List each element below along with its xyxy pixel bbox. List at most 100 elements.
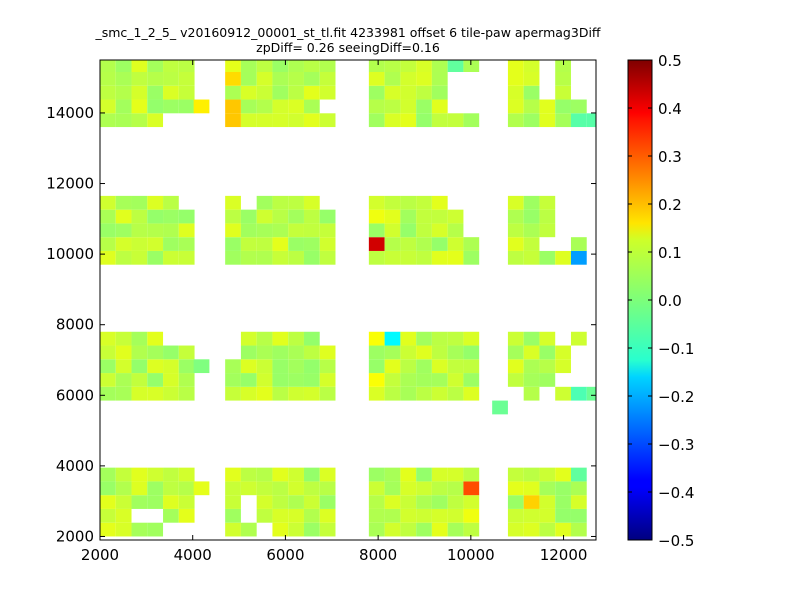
heatmap-cell: [100, 223, 116, 238]
x-tick-label: 2000: [81, 546, 119, 564]
heatmap-cell: [400, 359, 417, 374]
heatmap-cell: [288, 373, 304, 387]
heatmap-cell: [303, 467, 320, 482]
heatmap-cell: [507, 508, 524, 523]
heatmap-cell: [303, 60, 320, 72]
colorbar-tick-label: 0.3: [658, 148, 682, 166]
heatmap-cell: [178, 359, 195, 374]
heatmap-cell: [416, 72, 432, 86]
heatmap-cell: [147, 99, 164, 114]
heatmap-cell: [178, 99, 195, 114]
heatmap-cell: [115, 195, 132, 210]
heatmap-cell: [225, 99, 241, 114]
heatmap-cell: [523, 99, 540, 114]
heatmap-cell: [431, 345, 448, 360]
heatmap-cell: [507, 85, 524, 100]
heatmap-cell: [447, 223, 464, 238]
heatmap-cell: [368, 72, 385, 86]
heatmap-cell: [447, 386, 464, 401]
heatmap-cell: [400, 467, 417, 482]
heatmap-cell: [539, 481, 556, 496]
x-tick-label: 6000: [266, 546, 304, 564]
heatmap-cell: [240, 223, 257, 238]
heatmap-cell: [163, 467, 179, 482]
heatmap-cell: [384, 250, 401, 265]
heatmap-cell: [272, 237, 289, 251]
heatmap-cell: [115, 359, 132, 374]
heatmap-cell: [431, 331, 448, 346]
heatmap-cell: [431, 85, 448, 100]
heatmap-cell: [178, 60, 195, 72]
heatmap-cell: [507, 60, 524, 72]
heatmap-cell: [463, 237, 480, 251]
heatmap-cell: [225, 209, 241, 224]
heatmap-cell: [384, 495, 401, 509]
heatmap-cell: [272, 386, 289, 401]
heatmap-cell: [240, 72, 257, 86]
heatmap-cell: [272, 345, 289, 360]
heatmap-cell: [416, 481, 432, 496]
heatmap-cell: [555, 99, 571, 114]
heatmap-cell: [555, 386, 571, 401]
x-tick-label: 8000: [359, 546, 397, 564]
heatmap-cell: [225, 195, 241, 210]
heatmap-cell: [178, 250, 195, 265]
heatmap-cell: [586, 113, 596, 128]
heatmap-cell: [272, 467, 289, 482]
heatmap-cell: [178, 373, 195, 387]
heatmap-cell: [416, 209, 432, 224]
heatmap-cell: [303, 72, 320, 86]
heatmap-cell: [539, 331, 556, 346]
heatmap-cell: [100, 331, 116, 346]
heatmap-cell: [288, 209, 304, 224]
heatmap-cell: [256, 113, 273, 128]
heatmap-cell: [507, 209, 524, 224]
heatmap-cell: [463, 508, 480, 523]
heatmap-cell: [400, 331, 417, 346]
heatmap-cell: [507, 250, 524, 265]
heatmap-cell: [523, 195, 540, 210]
heatmap-cell: [147, 113, 164, 128]
heatmap-cell: [240, 209, 257, 224]
heatmap-cell: [416, 237, 432, 251]
heatmap-cell: [147, 209, 164, 224]
heatmap-cell: [193, 359, 210, 374]
heatmap-cell: [163, 60, 179, 72]
heatmap-cell: [523, 386, 540, 401]
heatmap-cell: [570, 99, 587, 114]
heatmap-cell: [115, 99, 132, 114]
heatmap-cell: [507, 467, 524, 482]
heatmap-cell: [384, 113, 401, 128]
heatmap-cell: [400, 250, 417, 265]
heatmap-cell: [319, 373, 336, 387]
heatmap-cell: [416, 60, 432, 72]
heatmap-cell: [368, 60, 385, 72]
heatmap-cell: [400, 60, 417, 72]
heatmap-cell: [225, 85, 241, 100]
heatmap-cell: [319, 386, 336, 401]
heatmap-cell: [303, 345, 320, 360]
heatmap-cell: [272, 99, 289, 114]
heatmap-cell: [240, 331, 257, 346]
heatmap-cell: [100, 522, 116, 537]
heatmap-cell: [100, 85, 116, 100]
heatmap-cell: [225, 237, 241, 251]
heatmap-cell: [447, 113, 464, 128]
heatmap-cell: [100, 113, 116, 128]
heatmap-cell: [193, 99, 210, 114]
heatmap-cell: [288, 345, 304, 360]
heatmap-cell: [431, 60, 448, 72]
heatmap-cell: [463, 467, 480, 482]
plot-frame: [99, 59, 597, 541]
heatmap-cell: [319, 237, 336, 251]
heatmap-cell: [303, 373, 320, 387]
x-axis: 2000 4000 6000 8000 10000 12000: [81, 60, 587, 564]
heatmap-cell: [115, 467, 132, 482]
heatmap-cell: [384, 99, 401, 114]
heatmap-cell: [193, 481, 210, 496]
heatmap-cell: [400, 508, 417, 523]
heatmap-cell: [539, 359, 556, 374]
heatmap-cell: [416, 331, 432, 346]
chart-title-line-1: _smc_1_2_5_ v20160912_00001_st_tl.fit 42…: [95, 25, 601, 40]
heatmap-cell: [507, 223, 524, 238]
